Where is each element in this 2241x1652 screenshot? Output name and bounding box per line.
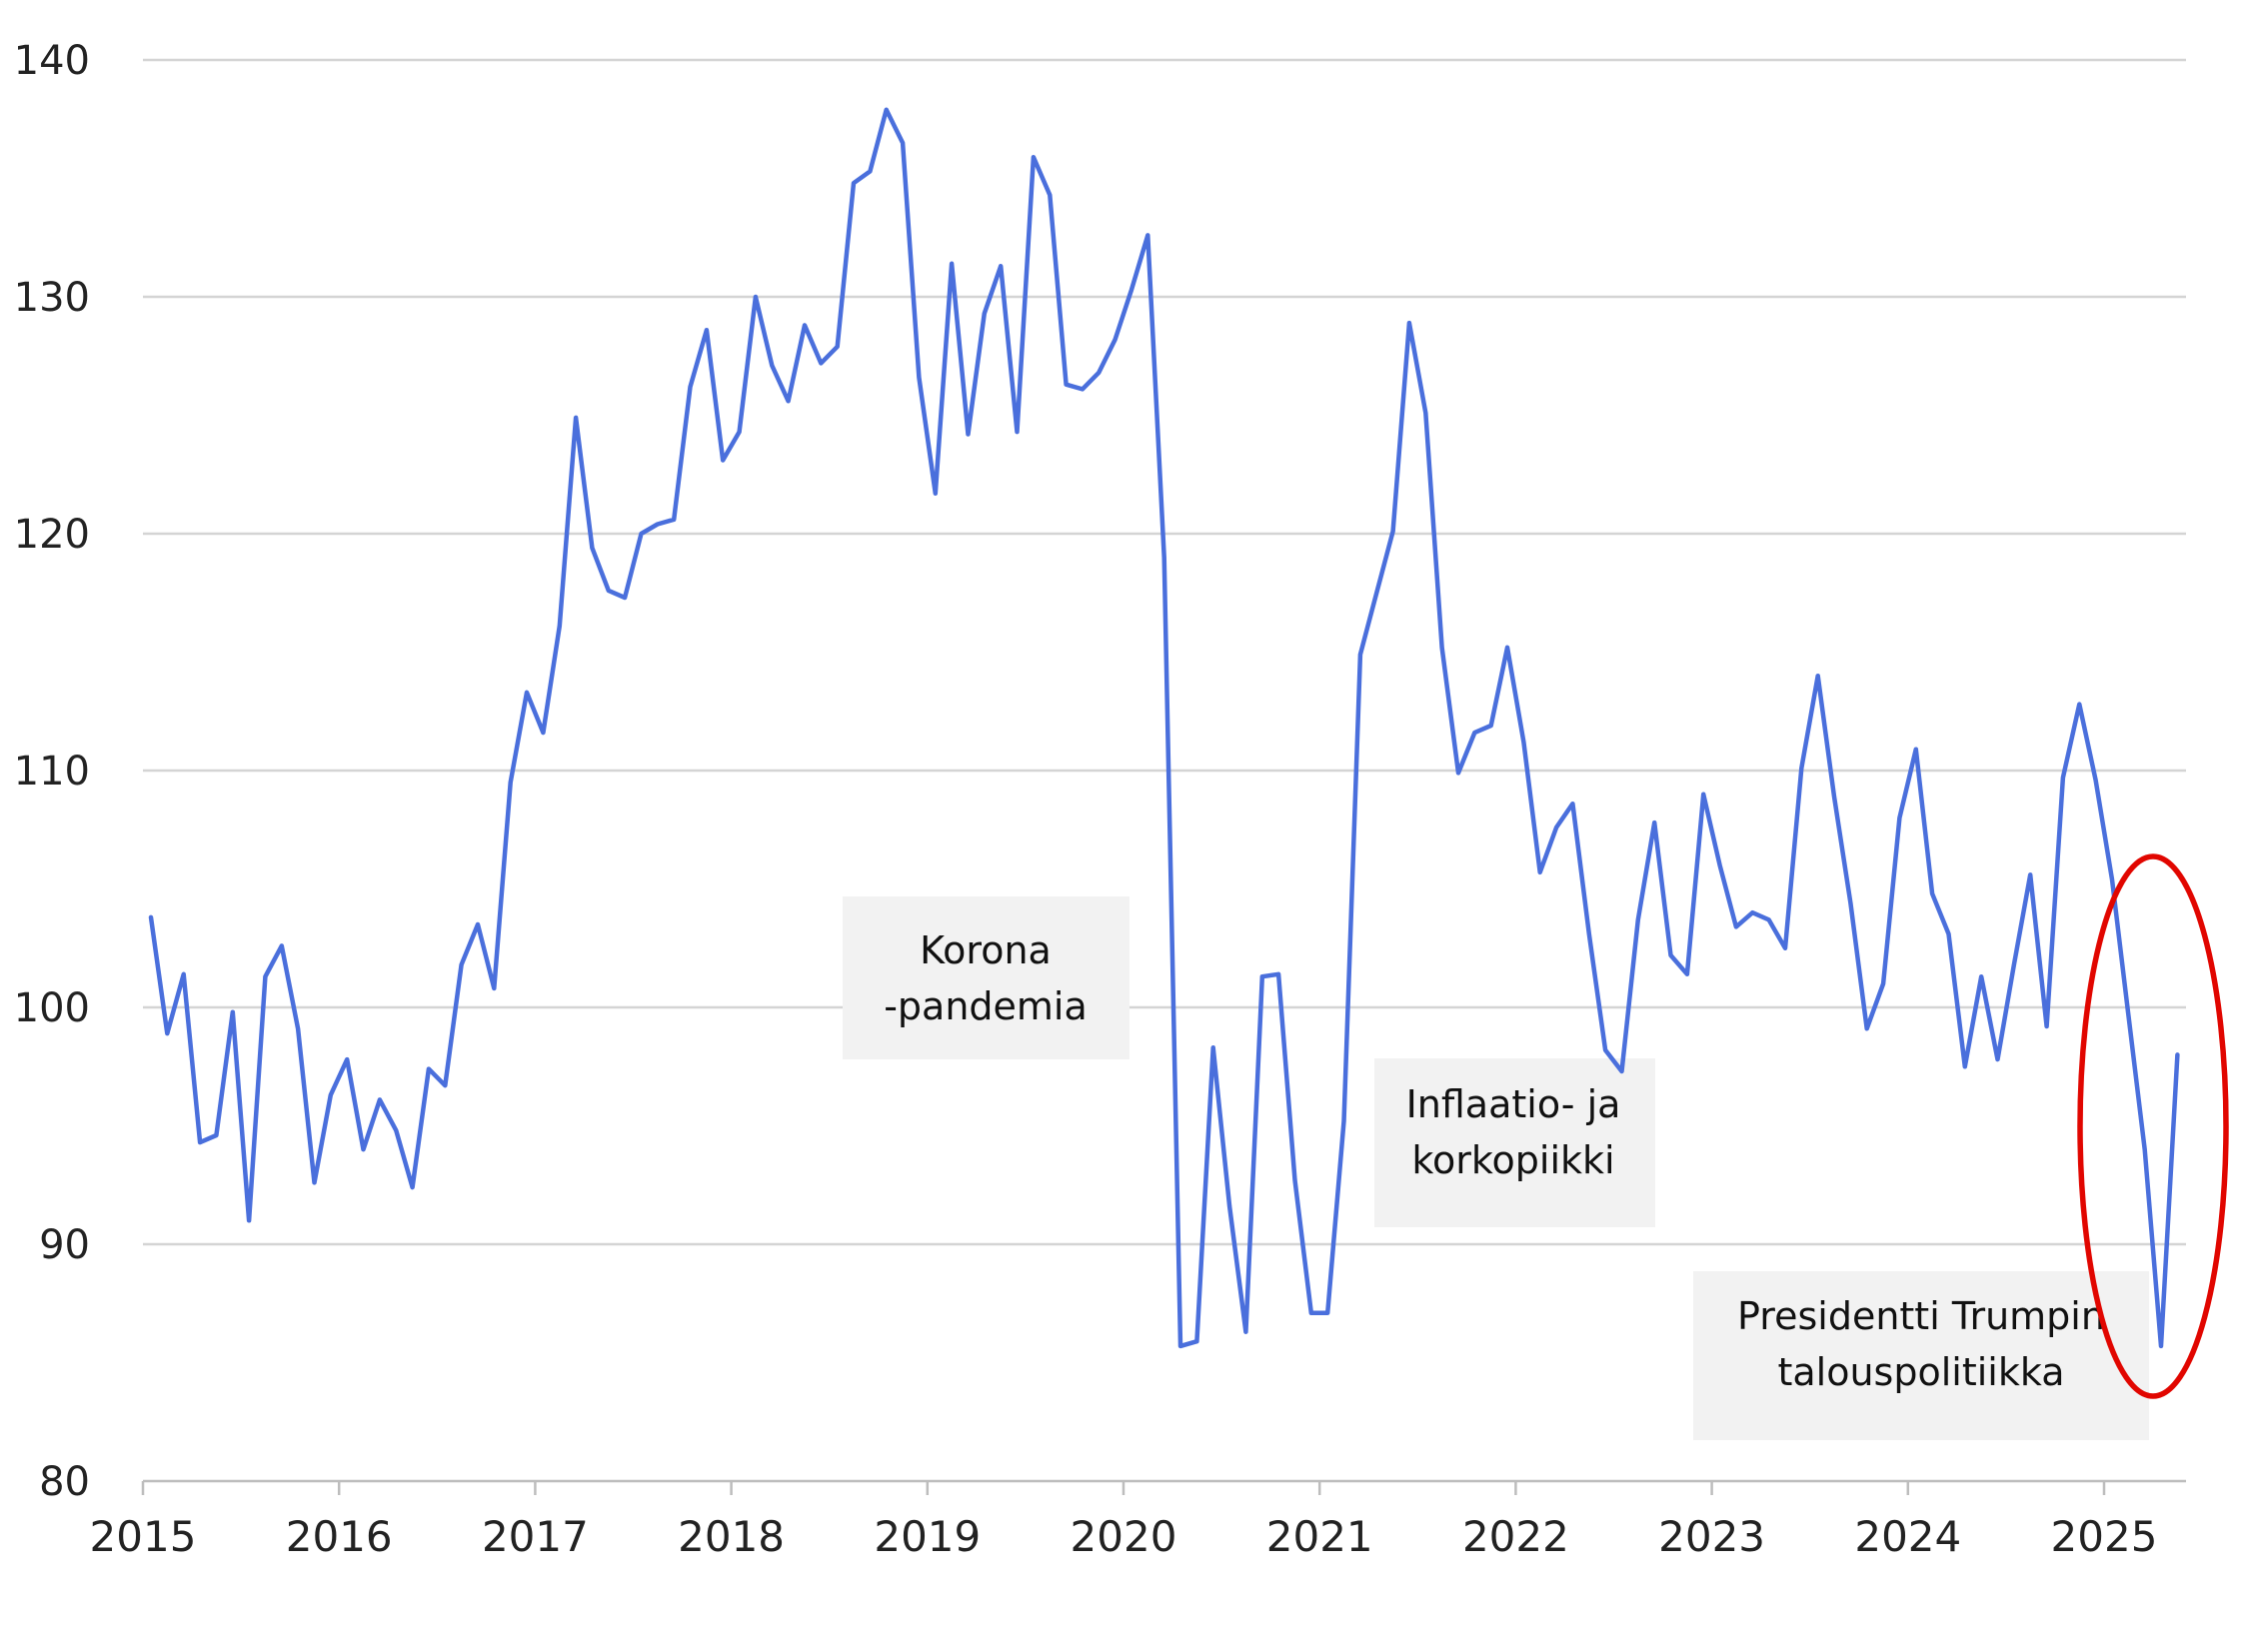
x-tick-label: 2015 xyxy=(90,1512,197,1561)
x-tick-label: 2018 xyxy=(678,1512,785,1561)
x-tick-label: 2024 xyxy=(1854,1512,1961,1561)
annotations: Korona -pandemia Inflaatio- ja korkopiik… xyxy=(843,896,2149,1440)
x-tick-label: 2019 xyxy=(874,1512,981,1561)
highlight-ellipse xyxy=(2077,853,2229,1399)
x-tick-label: 2020 xyxy=(1071,1512,1177,1561)
series xyxy=(148,107,2180,1349)
x-axis: 2015 2016 2017 2018 2019 2020 2021 2022 2023 2024… xyxy=(90,1479,2186,1561)
y-tick-label: 140 xyxy=(14,38,90,84)
annotation-box xyxy=(843,896,1129,1059)
y-tick-label: 80 xyxy=(39,1459,90,1505)
x-tick-label: 2021 xyxy=(1266,1512,1373,1561)
x-tick-label: 2017 xyxy=(482,1512,589,1561)
annotation-box xyxy=(1374,1058,1655,1227)
annotation-box xyxy=(1693,1271,2149,1440)
annotation-line-1: Korona xyxy=(920,928,1052,972)
annotation-line-2: -pandemia xyxy=(884,984,1088,1028)
x-tick-label: 2022 xyxy=(1462,1512,1569,1561)
y-tick-label: 110 xyxy=(14,749,90,795)
annotation-trump: Presidentti Trumpin talouspolitiikka xyxy=(1693,1271,2149,1440)
x-tick-label: 2023 xyxy=(1658,1512,1765,1561)
annotation-line-2: talouspolitiikka xyxy=(1777,1350,2064,1394)
annotation-korona: Korona -pandemia xyxy=(843,896,1129,1059)
y-tick-label: 100 xyxy=(14,985,90,1031)
annotation-line-1: Inflaatio- ja xyxy=(1406,1082,1621,1126)
annotation-line-1: Presidentti Trumpin xyxy=(1737,1294,2105,1338)
y-tick-label: 90 xyxy=(39,1222,90,1268)
y-tick-label: 120 xyxy=(14,512,90,558)
y-tick-label: 130 xyxy=(14,275,90,321)
gridlines xyxy=(143,58,2186,1246)
y-axis: 80 90 100 110 120 130 140 xyxy=(14,38,90,1505)
x-tick-label: 2016 xyxy=(286,1512,393,1561)
x-tick-label: 2025 xyxy=(2051,1512,2158,1561)
annotation-line-2: korkopiikki xyxy=(1411,1138,1614,1182)
series-line xyxy=(148,107,2180,1349)
annotation-inflaatio: Inflaatio- ja korkopiikki xyxy=(1374,1058,1655,1227)
